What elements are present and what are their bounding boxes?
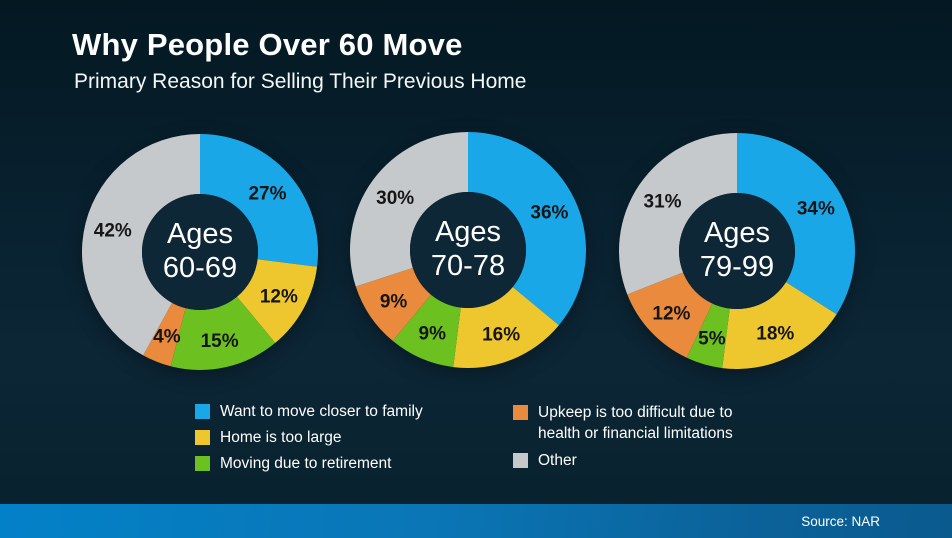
slice-percent-label: 9%: [419, 324, 447, 345]
donut-slice: [686, 303, 730, 369]
donut-hole: [679, 193, 795, 309]
legend-label: Moving due to retirement: [220, 455, 392, 472]
slice-percent-label: 9%: [380, 292, 408, 313]
page-subtitle: Primary Reason for Selling Their Previou…: [74, 70, 527, 93]
donut-slice: [468, 132, 586, 326]
slice-percent-label: 15%: [201, 331, 239, 352]
legend-swatch-orange: [513, 405, 528, 420]
slice-percent-label: 4%: [153, 327, 181, 348]
donut-slice: [143, 302, 186, 367]
donut-slice: [236, 259, 318, 343]
legend-swatch-blue: [195, 404, 210, 419]
legend-item-upkeep: Upkeep is too difficult due to health or…: [513, 402, 733, 444]
donut-slice: [722, 282, 837, 369]
legend-item-closer-to-family: Want to move closer to family: [195, 401, 423, 422]
donut-hole: [410, 192, 526, 308]
page-title: Why People Over 60 Move: [72, 27, 463, 62]
donut-slice: [355, 267, 432, 341]
donut-center-label: Ages: [167, 218, 233, 250]
donut-center-label: 70-78: [431, 250, 505, 282]
source-bar: Source: NAR: [0, 504, 952, 538]
legend-label: Upkeep is too difficult due to health or…: [538, 404, 733, 442]
donut-slice: [350, 132, 468, 287]
slice-percent-label: 36%: [530, 203, 568, 224]
donut-slice: [82, 134, 200, 356]
donut-center-label: Ages: [704, 217, 770, 249]
slice-percent-label: 12%: [260, 286, 298, 307]
slice-percent-label: 42%: [94, 221, 132, 242]
donut-center-label: Ages: [435, 216, 501, 248]
slice-percent-label: 30%: [376, 188, 414, 209]
legend-swatch-gray: [513, 453, 528, 468]
donut-slice: [200, 134, 318, 267]
slice-percent-label: 27%: [248, 183, 286, 204]
slice-percent-label: 12%: [652, 304, 690, 325]
slice-percent-label: 34%: [797, 199, 835, 220]
legend-swatch-yellow: [195, 430, 210, 445]
legend-item-other: Other: [513, 450, 577, 471]
legend-swatch-green: [195, 456, 210, 471]
legend-label: Other: [538, 452, 577, 469]
slice-percent-label: 31%: [644, 191, 682, 212]
donut-slice: [619, 133, 737, 295]
donut-center-label: 79-99: [700, 251, 774, 283]
donut-slice: [170, 296, 276, 370]
legend-item-retirement: Moving due to retirement: [195, 453, 391, 474]
slice-percent-label: 18%: [756, 323, 794, 344]
donut-slice: [627, 272, 713, 358]
donut-hole: [142, 194, 258, 310]
donut-center-label: 60-69: [163, 252, 237, 284]
legend-item-home-too-large: Home is too large: [195, 427, 341, 448]
donut-slice: [737, 133, 855, 315]
donut-slice: [453, 286, 559, 368]
donut-slice: [392, 294, 461, 368]
slice-percent-label: 16%: [482, 325, 520, 346]
legend-label: Want to move closer to family: [220, 403, 423, 420]
source-label: Source: NAR: [801, 513, 880, 529]
slice-percent-label: 5%: [698, 328, 726, 349]
legend-label: Home is too large: [220, 429, 342, 446]
